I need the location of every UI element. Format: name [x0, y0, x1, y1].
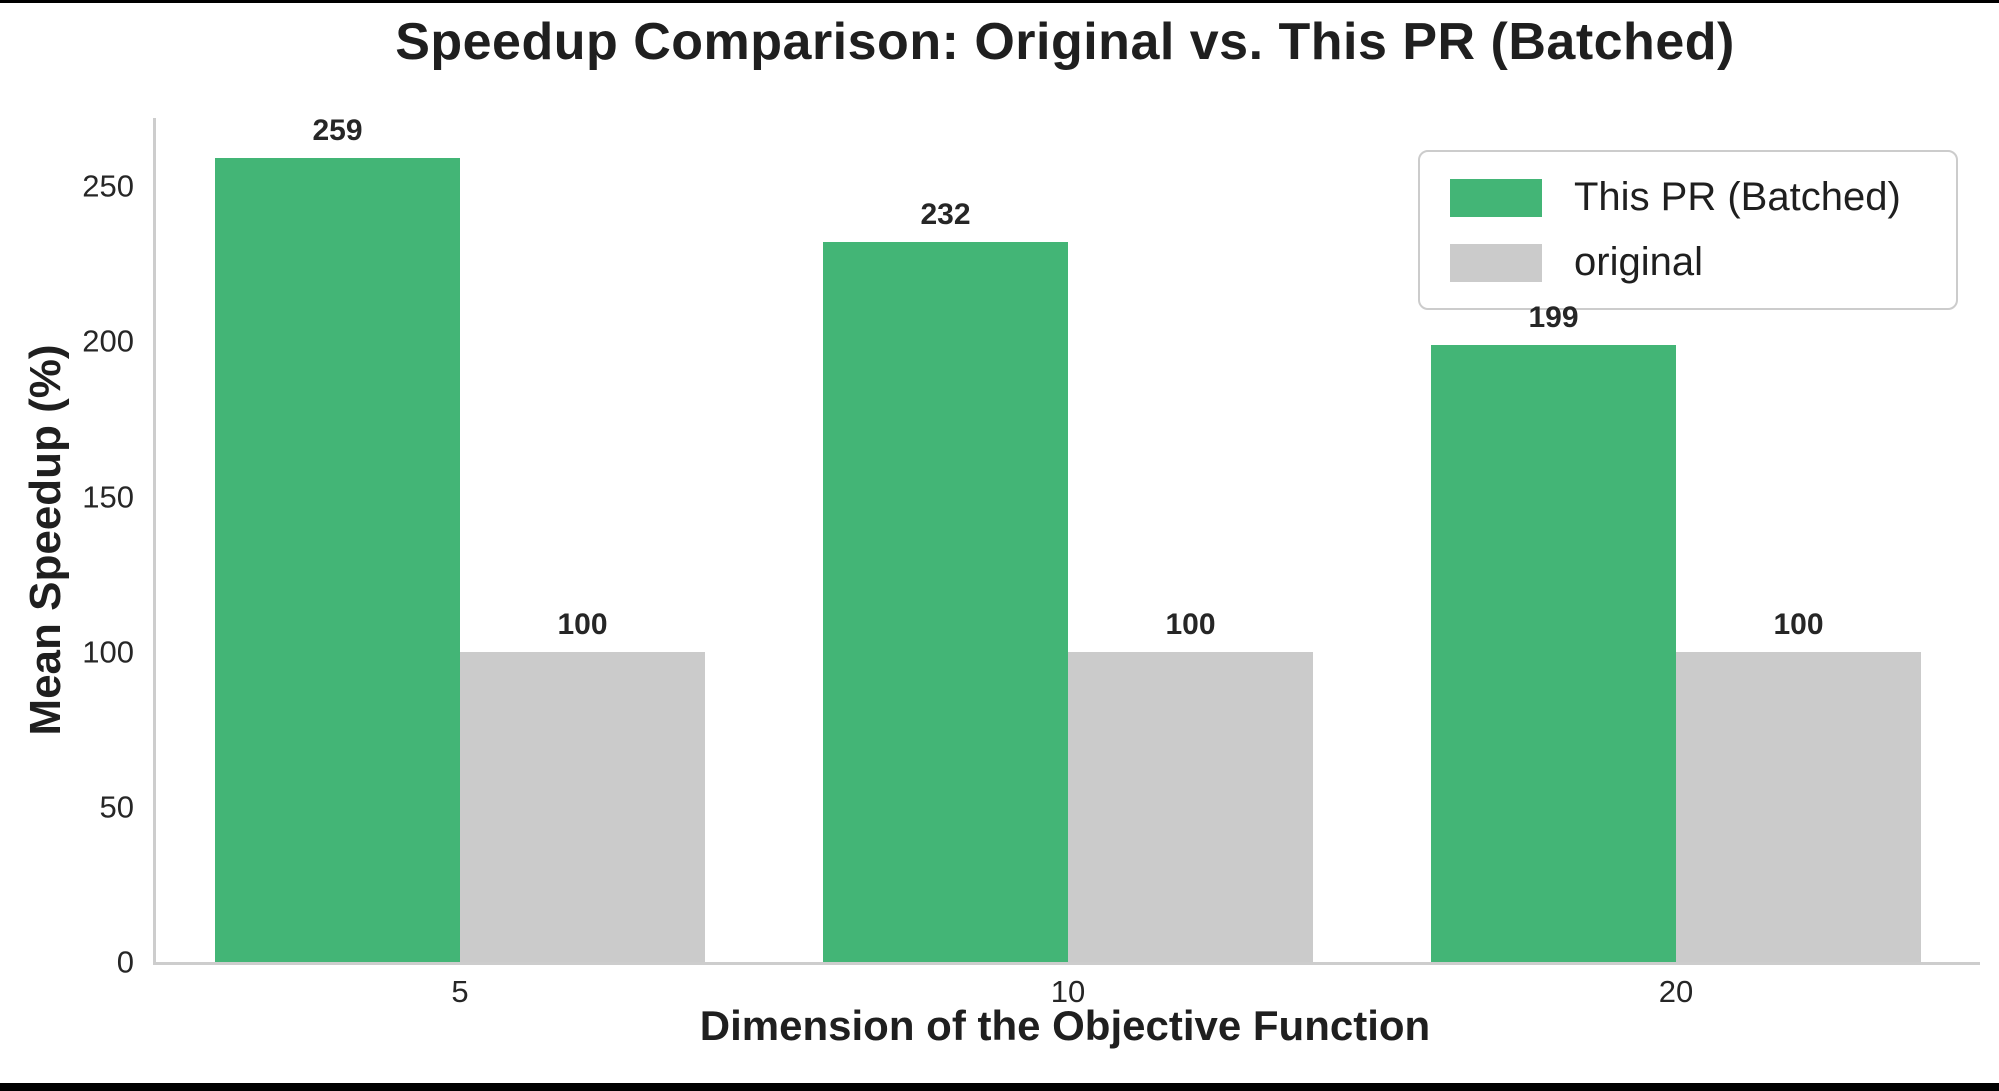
bar-this-pr-batched-dim-5	[214, 158, 460, 962]
legend-item-this-pr-batched: This PR (Batched)	[1450, 175, 1926, 220]
bar-value-label-this-pr-batched-dim-5: 259	[312, 114, 363, 148]
bar-this-pr-batched-dim-20	[1430, 344, 1676, 962]
chart-title: Speedup Comparison: Original vs. This PR…	[395, 13, 1735, 71]
bottom-border-bar	[0, 1083, 1999, 1091]
y-tick-label-50: 50	[99, 789, 134, 825]
bar-original-dim-20	[1676, 651, 1922, 962]
legend-label: original	[1574, 240, 1703, 284]
y-tick-label-100: 100	[82, 634, 134, 670]
x-tick-label-10: 10	[1050, 974, 1086, 1009]
bar-value-label-this-pr-batched-dim-20: 199	[1528, 300, 1579, 334]
top-border-line	[0, 0, 1999, 3]
y-tick-label-150: 150	[82, 479, 134, 515]
y-tick-label-0: 0	[116, 944, 134, 980]
legend: This PR (Batched) original	[1418, 150, 1958, 310]
plot-area: This PR (Batched) original 0 50 100 150 200 2…	[82, 114, 1980, 1007]
x-tick-label-5: 5	[451, 974, 469, 1009]
bar-this-pr-batched-dim-10	[822, 242, 1068, 962]
legend-label: This PR (Batched)	[1574, 175, 1901, 219]
x-tick-label-20: 20	[1658, 974, 1694, 1009]
bar-value-label-original-dim-5: 100	[557, 607, 608, 641]
legend-swatch-green	[1450, 178, 1542, 217]
y-tick-label-200: 200	[82, 323, 134, 359]
bar-original-dim-5	[459, 651, 705, 962]
bar-original-dim-10	[1068, 651, 1314, 962]
bar-value-label-this-pr-batched-dim-10: 232	[920, 198, 971, 232]
legend-swatch-gray	[1450, 243, 1542, 282]
legend-item-original: original	[1450, 240, 1926, 285]
x-axis-label: Dimension of the Objective Function	[699, 1002, 1431, 1049]
y-axis-label: Mean Speedup (%)	[21, 344, 70, 736]
bar-value-label-original-dim-10: 100	[1165, 607, 1216, 641]
y-tick-label-250: 250	[82, 168, 134, 204]
bar-value-label-original-dim-20: 100	[1773, 607, 1824, 641]
